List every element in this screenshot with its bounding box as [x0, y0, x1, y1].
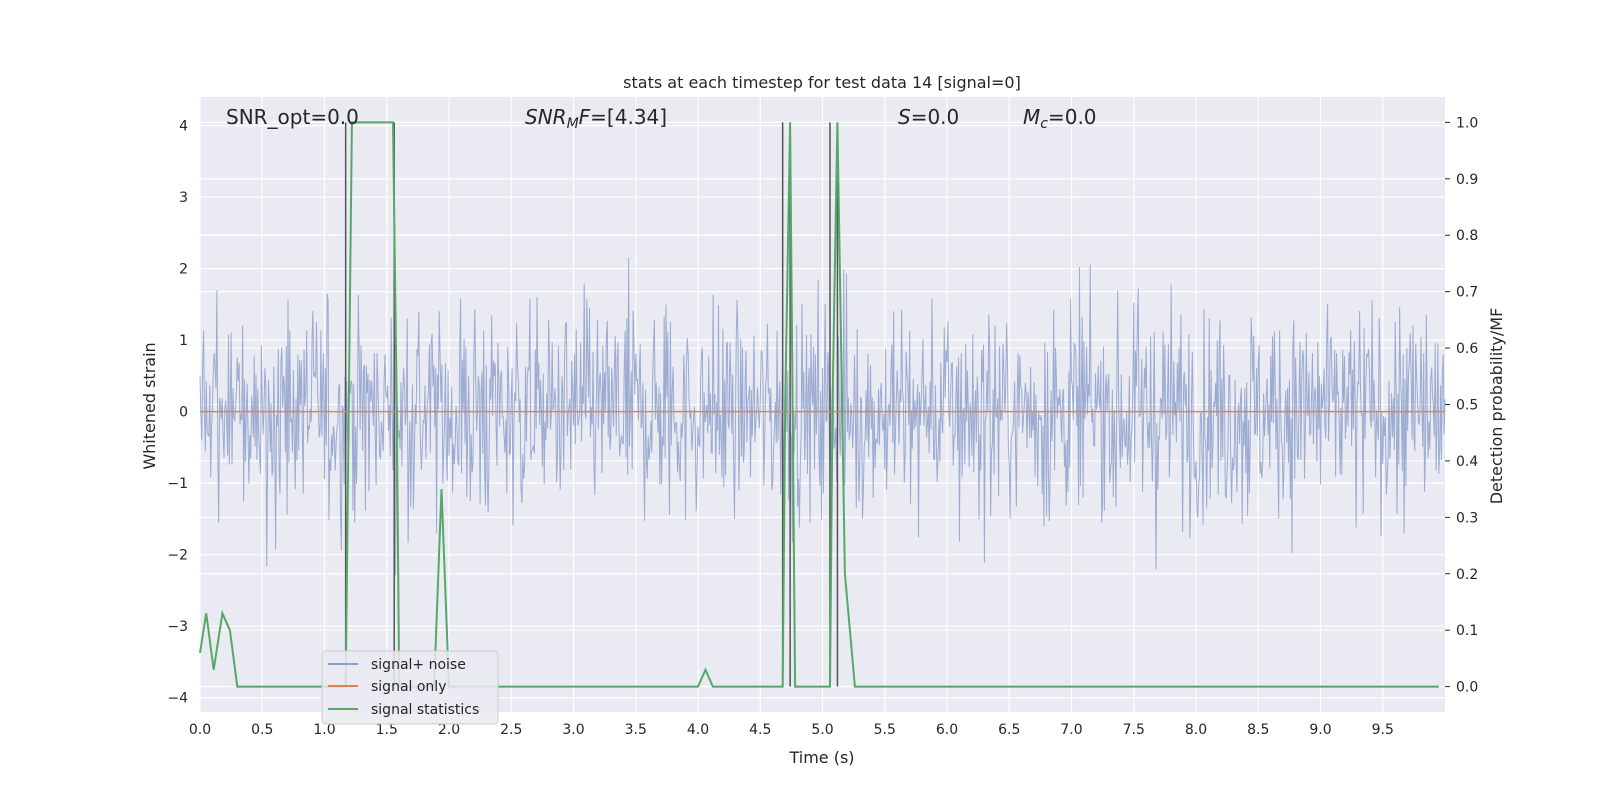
y-left-tick-labels: 4 3 2 1 0 −1 −2 −3 −4 — [167, 119, 188, 707]
snr-mf-symbol: SNR — [525, 105, 567, 129]
legend-label-signal-only: signal only — [371, 679, 446, 695]
signal-noise-line — [199, 257, 1446, 576]
x-tick-label: 4.0 — [687, 722, 709, 738]
chart-title: stats at each timestep for test data 14 … — [623, 73, 1021, 92]
y-left-tick-label: 1 — [179, 333, 188, 349]
y-right-tick-label: 0.9 — [1456, 172, 1478, 188]
snr-mf-subscript: M — [567, 116, 579, 132]
legend: signal+ noise signal only signal statist… — [321, 650, 499, 725]
mc-subscript: c — [1040, 116, 1048, 132]
x-tick-label: 0.5 — [251, 722, 273, 738]
x-tick-label: 4.5 — [749, 722, 771, 738]
y-left-tick-label: 2 — [179, 262, 188, 278]
x-tick-label: 7.5 — [1123, 722, 1145, 738]
x-tick-label: 5.5 — [874, 722, 896, 738]
mc-value: =0.0 — [1048, 105, 1097, 129]
x-tick-label: 2.0 — [438, 722, 460, 738]
snr-mf-value: =[4.34] — [590, 105, 667, 129]
mc-symbol: M — [1023, 105, 1040, 129]
y-right-tick-label: 0.4 — [1456, 454, 1478, 470]
y-right-tick-label: 1.0 — [1456, 115, 1478, 131]
y-left-tick-label: −3 — [167, 619, 188, 635]
snr-mf-f: F — [579, 105, 591, 129]
y-left-tick-label: −4 — [167, 691, 188, 707]
x-tick-label: 3.0 — [562, 722, 584, 738]
y-left-tick-label: 4 — [179, 119, 188, 135]
x-tick-label: 8.5 — [1247, 722, 1269, 738]
x-tick-label: 2.5 — [500, 722, 522, 738]
legend-label-signal-noise: signal+ noise — [371, 657, 466, 673]
x-tick-label: 8.0 — [1185, 722, 1207, 738]
x-tick-label: 9.5 — [1372, 722, 1394, 738]
legend-label-signal-statistics: signal statistics — [371, 702, 479, 718]
x-axis-label: Time (s) — [788, 748, 854, 767]
x-tick-label: 1.5 — [376, 722, 398, 738]
y-right-tick-label: 0.8 — [1456, 228, 1478, 244]
annotation-mc: Mc=0.0 — [1023, 105, 1097, 132]
x-tick-label: 6.5 — [998, 722, 1020, 738]
y-right-tick-labels: 1.0 0.9 0.8 0.7 0.6 0.5 0.4 0.3 0.2 0.1 0.0 — [1445, 115, 1478, 696]
y-left-tick-label: −1 — [167, 476, 188, 492]
y-right-tick-label: 0.2 — [1456, 567, 1478, 583]
y-right-tick-label: 0.1 — [1456, 623, 1478, 639]
y-right-tick-label: 0.0 — [1456, 680, 1478, 696]
s-symbol: S — [898, 105, 911, 129]
signal-statistics-series — [199, 121, 1439, 688]
y-left-tick-label: 3 — [179, 190, 188, 206]
x-tick-labels: 0.0 0.5 1.0 1.5 2.0 2.5 3.0 3.5 4.0 4.5 5.0 5.5 6.0 6… — [189, 722, 1394, 738]
y-right-tick-label: 0.5 — [1456, 398, 1478, 414]
annotation-snr-opt: SNR_opt=0.0 — [226, 105, 359, 129]
y-left-axis-label: Whitened strain — [140, 342, 159, 469]
y-right-tick-label: 0.7 — [1456, 285, 1478, 301]
x-tick-label: 0.0 — [189, 722, 211, 738]
y-right-axis-label: Detection probability/MF — [1487, 308, 1506, 505]
y-left-tick-label: −2 — [167, 548, 188, 564]
signal-statistics-line — [199, 121, 1439, 688]
x-tick-label: 9.0 — [1309, 722, 1331, 738]
x-tick-label: 5.0 — [811, 722, 833, 738]
x-tick-label: 7.0 — [1060, 722, 1082, 738]
s-value: =0.0 — [911, 105, 960, 129]
y-right-tick-label: 0.3 — [1456, 510, 1478, 526]
y-left-tick-label: 0 — [179, 405, 188, 421]
x-tick-label: 3.5 — [625, 722, 647, 738]
annotation-snr-mf: SNRMF=[4.34] — [525, 105, 667, 132]
y-right-tick-label: 0.6 — [1456, 341, 1478, 357]
x-tick-label: 1.0 — [313, 722, 335, 738]
x-tick-label: 6.0 — [936, 722, 958, 738]
signal-noise-series — [199, 257, 1446, 576]
annotation-s: S=0.0 — [898, 105, 959, 129]
legend-box — [321, 650, 499, 725]
